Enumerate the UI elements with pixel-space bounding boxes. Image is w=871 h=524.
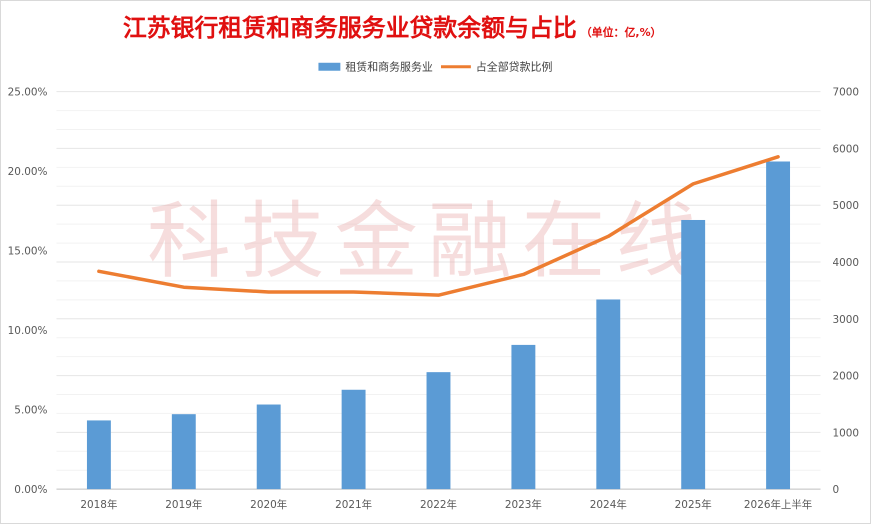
y-right-tick-label: 6000	[832, 143, 859, 155]
x-tick-label: 2022年	[420, 498, 457, 511]
legend-label-line: 占全部贷款比例	[476, 60, 553, 74]
y-left-tick-label: 5.00%	[14, 405, 47, 417]
y-right-tick-label: 2000	[832, 371, 859, 383]
y-left-tick-label: 25.00%	[8, 87, 48, 99]
bar	[426, 372, 451, 490]
x-tick-label: 2025年	[675, 498, 712, 511]
y-right-tick-label: 5000	[832, 200, 859, 212]
x-tick-label: 2026年上半年	[744, 498, 812, 511]
bar	[766, 161, 791, 490]
bar	[341, 389, 366, 490]
line-series	[97, 155, 780, 297]
x-tick-label: 2019年	[165, 498, 202, 511]
y-axis-left: 0.00% 5.00% 10.00% 15.00% 20.00% 25.00%	[8, 87, 48, 496]
x-tick-label: 2018年	[80, 498, 117, 511]
y-right-tick-label: 7000	[832, 87, 859, 99]
watermark: 科技金融在线	[147, 192, 709, 290]
bar	[86, 420, 111, 490]
x-axis: 2018年 2019年 2020年 2021年 2022年 2023年 2024年 2025年…	[80, 498, 812, 511]
x-tick-label: 2023年	[505, 498, 542, 511]
bar	[681, 219, 706, 490]
legend-label-bar: 租赁和商务服务业	[345, 60, 433, 74]
y-right-tick-label: 1000	[832, 427, 859, 439]
y-right-tick-label: 4000	[832, 257, 859, 269]
bar	[171, 414, 196, 490]
x-tick-label: 2020年	[250, 498, 287, 511]
bar	[596, 299, 621, 490]
x-tick-label: 2021年	[335, 498, 372, 511]
y-left-tick-label: 20.00%	[8, 166, 48, 178]
x-tick-label: 2024年	[590, 498, 627, 511]
y-axis-right: 0 1000 2000 3000 4000 5000 6000 7000	[832, 87, 859, 496]
bar	[511, 344, 536, 490]
bar-series	[86, 161, 791, 490]
y-left-tick-label: 10.00%	[8, 325, 48, 337]
y-right-tick-label: 0	[832, 484, 839, 496]
chart-title: 江苏银行租赁和商务服务业贷款余额与占比 （单位：亿,%）	[123, 14, 662, 42]
ratio-line	[97, 155, 780, 297]
y-right-tick-label: 3000	[832, 314, 859, 326]
y-left-tick-label: 15.00%	[8, 246, 48, 258]
legend-swatch-bar	[318, 62, 341, 71]
bar	[256, 404, 281, 490]
legend: 租赁和商务服务业 占全部贷款比例	[318, 60, 552, 74]
y-left-tick-label: 0.00%	[14, 484, 47, 496]
